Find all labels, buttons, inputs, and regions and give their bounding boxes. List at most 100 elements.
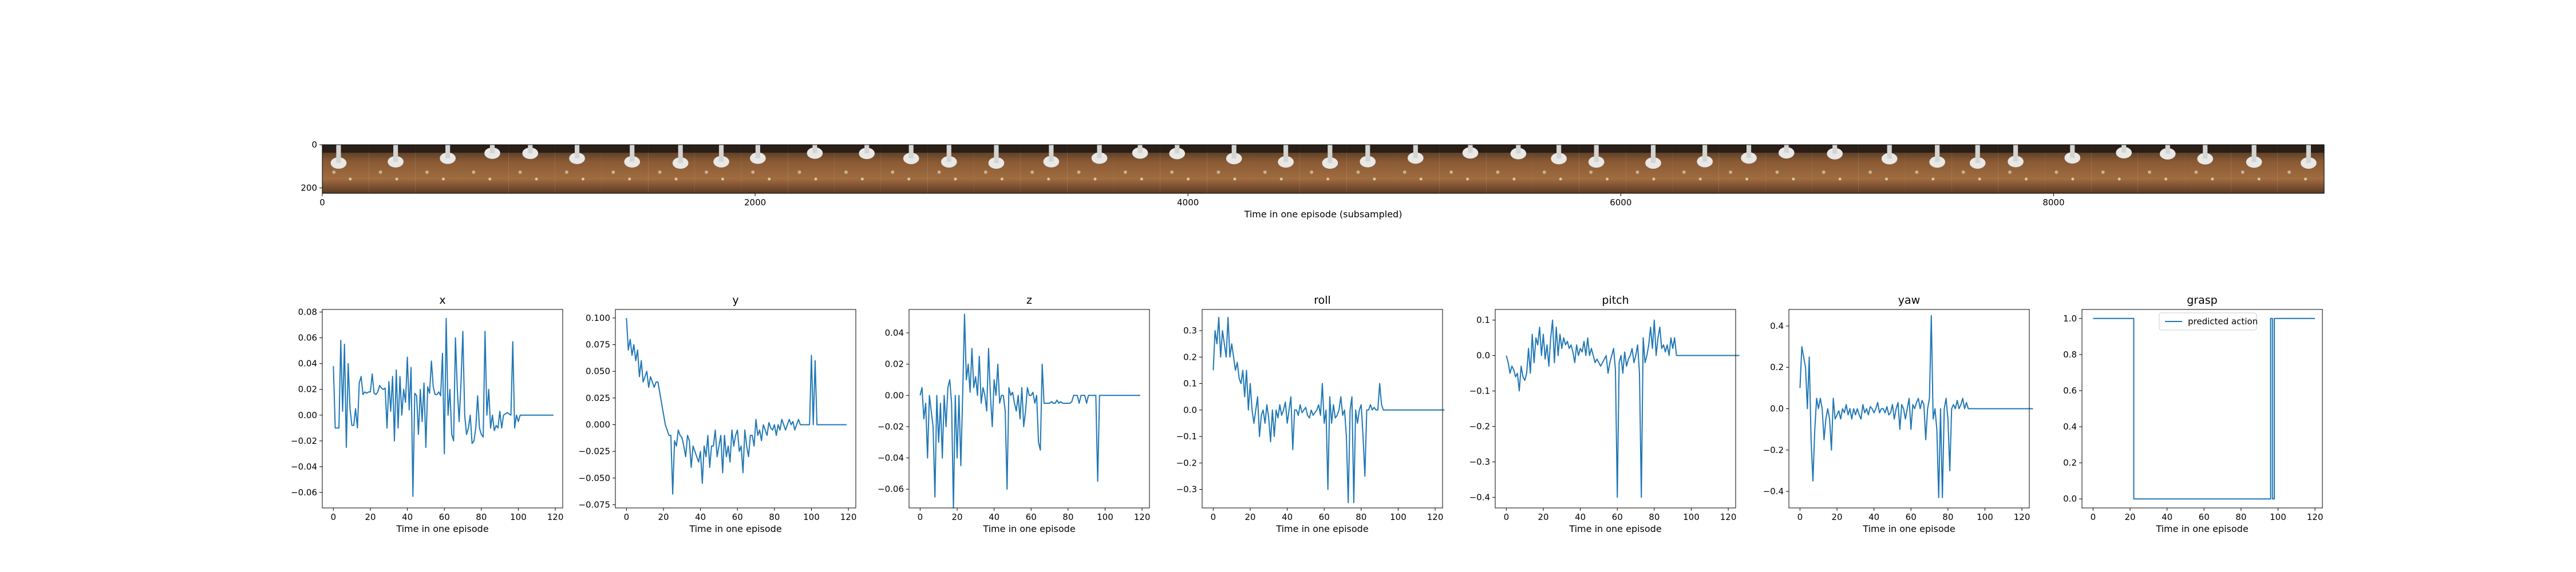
x-tick-label: 40 (2162, 512, 2172, 522)
y-ticks: −0.4 −0.2 0.0 0.2 0.4 (1763, 321, 1789, 496)
frame-background (1532, 145, 1579, 193)
axes-frame (908, 309, 1150, 509)
frame-background (648, 145, 695, 193)
gripper-arm (1137, 145, 1143, 153)
series-line-x (333, 317, 554, 497)
object-marker (2241, 170, 2245, 174)
y-tick-label: 0.4 (1770, 321, 1784, 331)
object-marker (1233, 177, 1236, 181)
gripper-arm (1327, 145, 1333, 163)
gripper-arm (1365, 145, 1370, 162)
series-line-y (626, 317, 847, 495)
object-marker (1279, 177, 1283, 181)
filmstrip-frame (322, 145, 369, 193)
frame-background (1626, 145, 1673, 193)
x-tick-label: 20 (951, 512, 962, 522)
x-ticks: 0 20 40 60 80 100 120 (1504, 508, 1736, 522)
x-tick-label: 60 (1026, 512, 1037, 522)
frame-top-shadow (1067, 145, 1114, 153)
y-ticks: −0.075 −0.050 −0.025 0.000 0.025 0.050 0.075 0.… (578, 313, 615, 510)
frame-top-shadow (1626, 145, 1673, 153)
x-tick-label: 100 (803, 512, 820, 522)
x-tick-label: 20 (1831, 512, 1842, 522)
filmstrip-frame (1579, 145, 1626, 193)
object-marker (814, 177, 817, 181)
x-tick-label: 80 (1942, 512, 1953, 522)
gripper-arm (1283, 145, 1289, 162)
frame-top-shadow (741, 145, 788, 153)
x-tick-label: 100 (2270, 512, 2286, 522)
gripper-arm (994, 145, 999, 163)
object-marker (472, 170, 476, 174)
filmstrip-x-label: Time in one episode (subsampled) (1244, 209, 1402, 220)
object-marker (1216, 170, 1220, 174)
gripper-arm (1231, 145, 1236, 159)
object-marker (1559, 177, 1562, 181)
object-marker (1885, 177, 1888, 181)
x-tick-label: 80 (1649, 512, 1660, 522)
frame-background (601, 145, 649, 193)
frame-background (322, 145, 369, 193)
y-tick-label: 0.0 (1476, 351, 1490, 361)
y-tick-label: 0.8 (2063, 349, 2077, 360)
x-tick-label: 40 (1575, 512, 1586, 522)
gripper-arm (2306, 145, 2311, 163)
filmstrip-frame (1207, 145, 1254, 193)
y-tick-label: 0.025 (586, 393, 610, 403)
object-marker (704, 170, 708, 174)
x-ticks: 0 20 40 60 80 100 120 (918, 508, 1150, 522)
y-tick-label: −0.02 (291, 436, 317, 446)
object-marker (2287, 170, 2291, 174)
filmstrip-frame (880, 145, 928, 193)
filmstrip-frame (1951, 145, 1998, 193)
y-tick-label: −0.06 (291, 487, 317, 498)
filmstrip-frame (1812, 145, 1859, 193)
frame-top-shadow (1253, 145, 1300, 153)
object-marker (332, 170, 336, 174)
object-marker (1093, 177, 1097, 181)
series-line-grasp (2093, 317, 2316, 500)
x-tick-label: 80 (1356, 512, 1366, 522)
y-ticks: 0.0 0.2 0.4 0.6 0.8 1.0 (2063, 313, 2082, 504)
object-marker (535, 177, 538, 181)
frame-background (1672, 145, 1719, 193)
filmstrip-frame (2091, 145, 2138, 193)
x-tick-label: 0 (1211, 512, 1216, 522)
frame-top-shadow (601, 145, 649, 153)
frame-top-shadow (2045, 145, 2092, 153)
x-tick-label: 0 (624, 512, 630, 522)
x-tick-label: 20 (2124, 512, 2135, 522)
y-tick-label: 0.0 (1770, 404, 1784, 414)
y-tick-label: 0.100 (586, 313, 610, 323)
y-tick-label: 0.08 (298, 307, 317, 317)
gripper-arm (946, 145, 951, 162)
y-ticks: −0.3 −0.2 −0.1 0.0 0.1 0.2 0.3 (1176, 325, 1202, 495)
filmstrip-frame (1393, 145, 1440, 193)
filmstrip-frame (1253, 145, 1300, 193)
object-marker (395, 177, 398, 181)
gripper-arm (1175, 145, 1180, 154)
x-ticks: 0 20 40 60 80 100 120 (1211, 508, 1443, 522)
filmstrip-frame (788, 145, 835, 193)
filmstrip-frame (2138, 145, 2185, 193)
frame-background (1951, 145, 1998, 193)
x-tick-label: 0 (319, 197, 325, 208)
frame-background (1253, 145, 1300, 193)
gripper-arm (2165, 145, 2170, 154)
x-tick-label: 40 (1868, 512, 1879, 522)
x-tick-label: 20 (1244, 512, 1255, 522)
y-tick-label: 0.2 (1770, 362, 1784, 372)
object-marker (611, 170, 615, 174)
y-ticks: −0.06 −0.04 −0.02 0.00 0.02 0.04 (878, 328, 909, 494)
filmstrip-frame-border (322, 144, 2325, 194)
x-tick-label: 60 (2199, 512, 2210, 522)
object-marker (1187, 177, 1190, 181)
frame-background (2184, 145, 2231, 193)
y-tick-label: 0.050 (586, 366, 610, 376)
filmstrip-frame (1672, 145, 1719, 193)
y-tick-label: −0.02 (878, 422, 904, 432)
y-tick-label: −0.2 (1176, 458, 1197, 468)
filmstrip-frame (461, 145, 509, 193)
filmstrip-frame (1346, 145, 1393, 193)
object-marker (1682, 170, 1686, 174)
